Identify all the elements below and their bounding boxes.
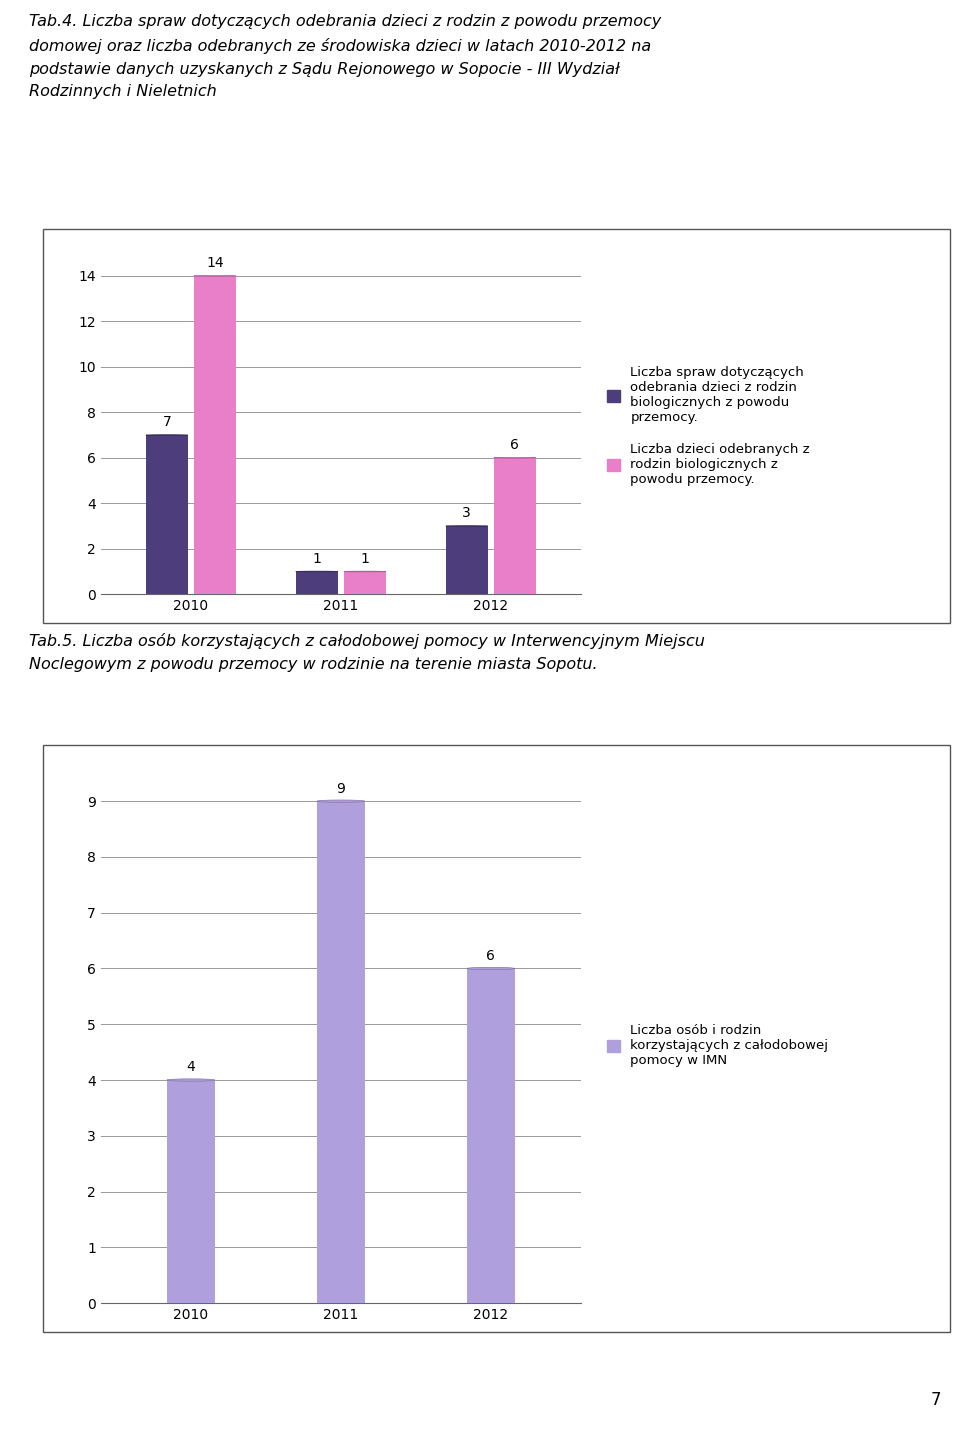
Bar	[317, 800, 365, 1303]
Text: 7: 7	[930, 1390, 941, 1409]
Text: 6: 6	[511, 438, 519, 453]
Text: 9: 9	[336, 782, 346, 796]
Text: 1: 1	[360, 551, 370, 566]
Text: 7: 7	[162, 415, 171, 430]
Text: Tab.5. Liczba osób korzystających z całodobowej pomocy w Interwencyjnym Miejscu
: Tab.5. Liczba osób korzystających z cało…	[29, 633, 705, 672]
Text: 14: 14	[206, 256, 224, 271]
Bar	[445, 526, 488, 594]
Bar	[344, 571, 386, 594]
Bar	[167, 1080, 215, 1303]
Text: 3: 3	[463, 507, 471, 520]
Ellipse shape	[317, 800, 365, 802]
Text: Tab.4. Liczba spraw dotyczących odebrania dzieci z rodzin z powodu przemocy
domo: Tab.4. Liczba spraw dotyczących odebrani…	[29, 14, 661, 99]
Text: 4: 4	[186, 1061, 195, 1074]
Ellipse shape	[467, 968, 515, 969]
Text: 1: 1	[312, 551, 322, 566]
Bar	[194, 276, 236, 594]
Bar	[296, 571, 338, 594]
Ellipse shape	[167, 1078, 215, 1081]
Legend: Liczba spraw dotyczących
odebrania dzieci z rodzin
biologicznych z powodu
przemo: Liczba spraw dotyczących odebrania dziec…	[607, 367, 810, 485]
Bar	[467, 968, 515, 1303]
Bar	[493, 458, 536, 594]
Bar	[146, 435, 188, 594]
Legend: Liczba osób i rodzin
korzystających z całodobowej
pomocy w IMN: Liczba osób i rodzin korzystających z ca…	[607, 1024, 828, 1067]
Text: 6: 6	[487, 949, 495, 962]
